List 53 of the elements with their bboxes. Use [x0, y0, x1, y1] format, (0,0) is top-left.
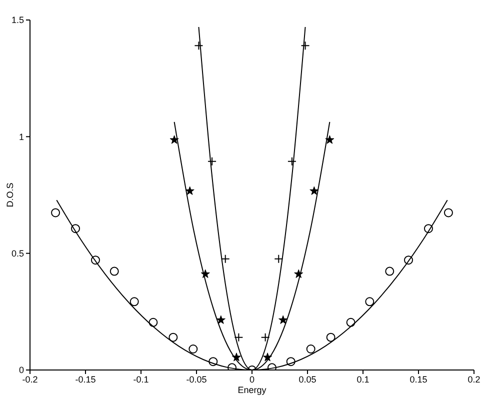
y-tick-label: 1.5 — [11, 15, 24, 26]
x-tick-label: 0 — [249, 374, 255, 384]
point — [71, 224, 80, 234]
point — [208, 357, 218, 366]
point — [51, 208, 60, 218]
point — [148, 318, 158, 327]
point — [234, 332, 244, 342]
point — [310, 186, 319, 195]
x-tick-label: 0.1 — [356, 374, 370, 384]
x-tick-label: -0.15 — [75, 374, 96, 384]
point — [286, 357, 296, 366]
point — [306, 344, 316, 354]
point — [385, 266, 394, 276]
y-tick-label: 1 — [18, 132, 24, 142]
point — [278, 315, 288, 324]
point — [404, 256, 414, 265]
point — [232, 352, 241, 362]
point — [200, 269, 210, 278]
point — [300, 41, 310, 50]
point — [220, 254, 230, 264]
point — [208, 156, 217, 166]
point — [294, 269, 304, 278]
point — [424, 224, 433, 234]
point — [260, 332, 270, 342]
point — [228, 363, 237, 370]
point — [188, 344, 198, 354]
point — [267, 363, 276, 370]
y-tick-label: 0 — [18, 365, 24, 376]
x-tick-label: -0.05 — [186, 374, 207, 384]
x-tick-label: 0.15 — [410, 374, 428, 384]
y-axis-title: D.O.S — [5, 182, 16, 208]
point — [185, 186, 194, 195]
point — [263, 352, 272, 362]
point — [130, 297, 139, 306]
point — [365, 297, 374, 306]
x-tick-label: 0.05 — [298, 374, 316, 384]
point — [216, 315, 226, 324]
point — [170, 135, 179, 144]
point — [274, 254, 284, 264]
point — [444, 208, 453, 218]
x-tick-label: -0.2 — [22, 374, 38, 384]
y-tick-label: 0.5 — [11, 248, 24, 259]
point — [287, 156, 296, 166]
point — [325, 135, 334, 144]
x-tick-label: 0.2 — [468, 374, 480, 384]
point — [110, 266, 119, 276]
point — [346, 318, 356, 327]
point — [90, 256, 100, 265]
point — [168, 332, 178, 342]
x-tick-label: -0.1 — [133, 374, 149, 384]
point — [326, 332, 336, 342]
point — [194, 41, 204, 50]
x-axis-title: Energy — [238, 385, 267, 395]
